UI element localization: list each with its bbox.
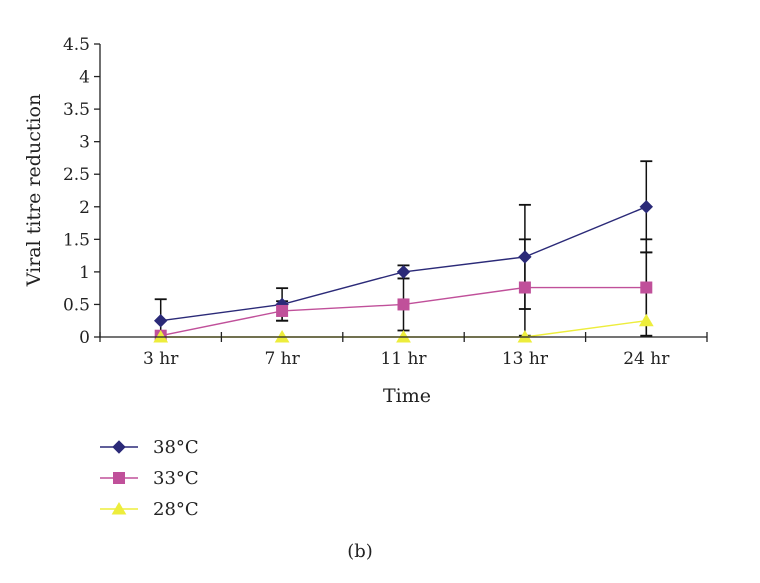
series-markers (153, 200, 654, 343)
x-tick-label: 13 hr (502, 349, 549, 369)
data-point (397, 298, 410, 311)
panel-label: (b) (347, 541, 373, 562)
error-bars (154, 160, 653, 337)
y-tick-label: 2 (79, 198, 90, 218)
y-tick-label: 4.5 (63, 35, 90, 55)
legend-label: 28°C (153, 499, 199, 520)
y-tick-label: 3 (79, 133, 90, 153)
data-point (276, 304, 289, 317)
legend-swatch-marker (113, 472, 125, 484)
y-tick-label: 0 (79, 328, 90, 348)
y-tick-label: 3.5 (63, 100, 90, 120)
x-tick-label: 11 hr (380, 349, 427, 369)
data-point (396, 265, 411, 279)
data-point (639, 200, 654, 214)
y-tick-label: 4 (79, 68, 90, 88)
y-axis-ticks: 0 0.5 1 1.5 2 2.5 3 3.5 4 4.5 (63, 35, 100, 348)
legend-label: 38°C (153, 437, 199, 458)
x-axis-ticks: 3 hr 7 hr 11 hr 13 hr 24 hr (99, 332, 708, 369)
data-point (153, 314, 168, 328)
x-tick-label: 24 hr (623, 349, 670, 369)
y-tick-label: 0.5 (63, 295, 90, 315)
y-tick-label: 1.5 (63, 230, 90, 250)
data-point (638, 313, 654, 327)
data-point (518, 250, 532, 264)
y-tick-label: 2.5 (63, 165, 90, 185)
data-point (640, 281, 653, 294)
y-axis-title: Viral titre reduction (23, 94, 45, 287)
x-tick-label: 3 hr (143, 349, 179, 369)
data-point (518, 281, 531, 294)
legend-swatch-marker (111, 502, 127, 515)
legend-swatch-marker (112, 440, 126, 454)
legend-label: 33°C (153, 468, 199, 489)
y-tick-label: 1 (79, 263, 90, 283)
plot-area: 0 0.5 1 1.5 2 2.5 3 3.5 4 4.5 3 hr 7 hr 11 hr 13 hr 2… (63, 35, 708, 369)
x-axis-title: Time (383, 385, 431, 407)
x-tick-label: 7 hr (264, 349, 300, 369)
legend: 38°C 33°C 28°C (100, 437, 199, 520)
